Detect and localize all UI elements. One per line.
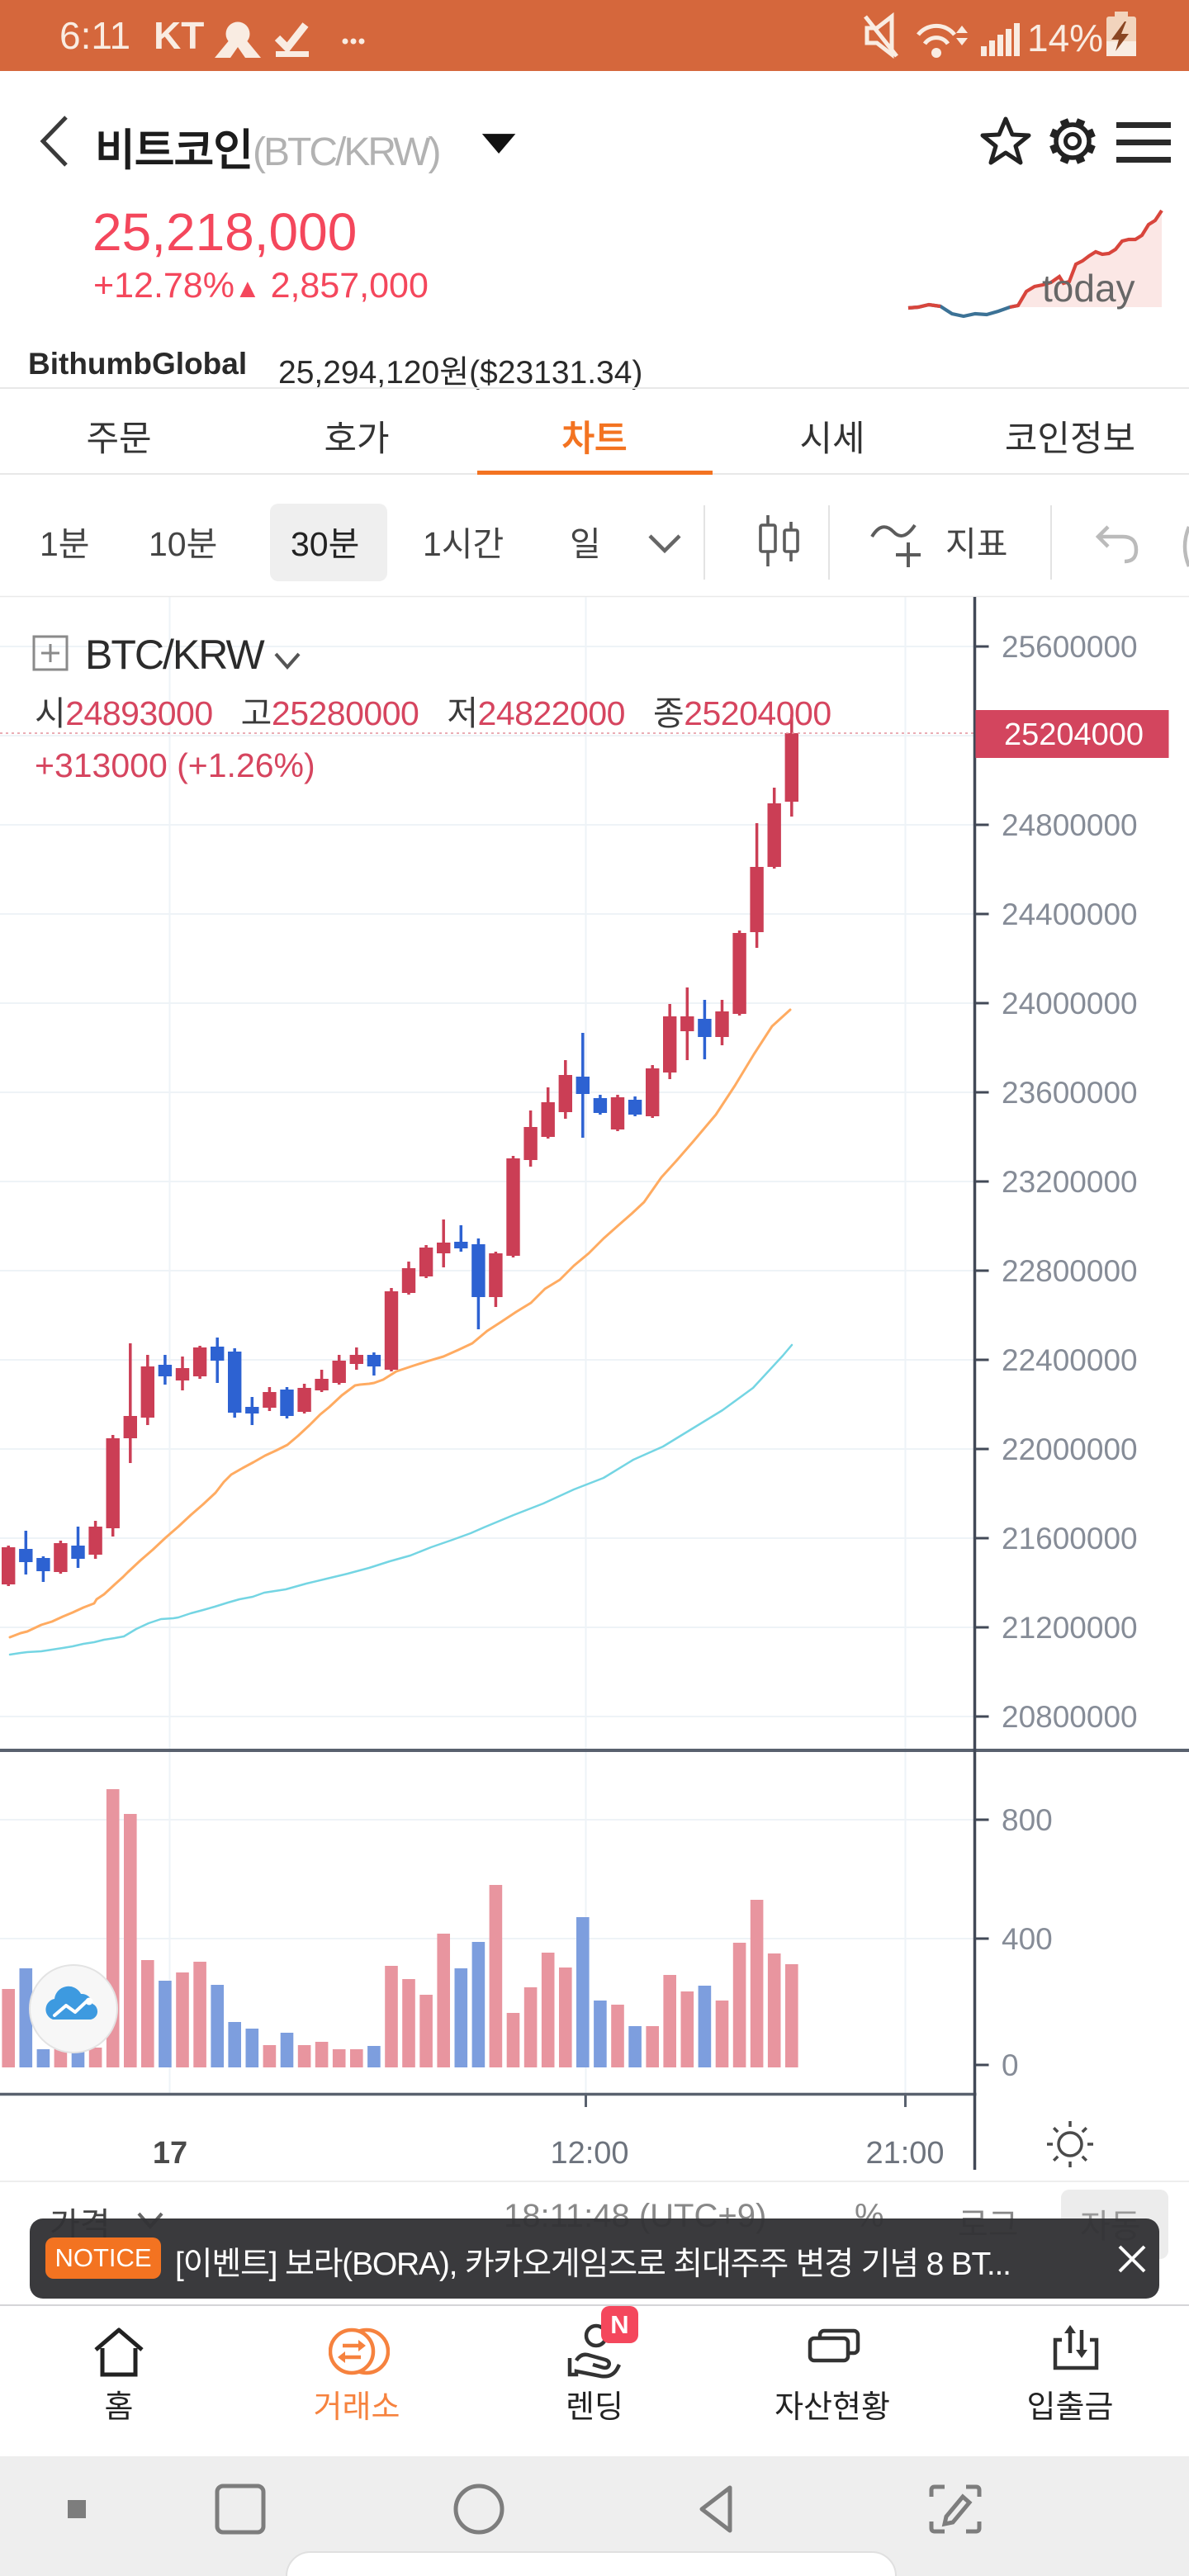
svg-text:25600000: 25600000 <box>1002 630 1138 664</box>
svg-text:22400000: 22400000 <box>1002 1343 1138 1377</box>
svg-text:21:00: 21:00 <box>865 2136 944 2171</box>
svg-text:21600000: 21600000 <box>1002 1522 1138 1556</box>
svg-text:24000000: 24000000 <box>1002 987 1138 1020</box>
svg-text:22800000: 22800000 <box>1002 1254 1138 1288</box>
svg-text:24400000: 24400000 <box>1002 897 1138 931</box>
svg-text:25204000: 25204000 <box>1004 717 1144 752</box>
svg-text:0: 0 <box>1002 2048 1019 2082</box>
svg-text:17: 17 <box>153 2136 187 2171</box>
svg-text:800: 800 <box>1002 1803 1053 1837</box>
svg-text:20800000: 20800000 <box>1002 1700 1138 1734</box>
svg-text:14%: 14% <box>1027 17 1103 59</box>
svg-text:23200000: 23200000 <box>1002 1165 1138 1199</box>
svg-text:23600000: 23600000 <box>1002 1076 1138 1110</box>
svg-text:24800000: 24800000 <box>1002 808 1138 842</box>
svg-text:12:00: 12:00 <box>550 2136 628 2171</box>
svg-text:400: 400 <box>1002 1922 1053 1956</box>
svg-text:22000000: 22000000 <box>1002 1432 1138 1466</box>
svg-text:21200000: 21200000 <box>1002 1611 1138 1645</box>
